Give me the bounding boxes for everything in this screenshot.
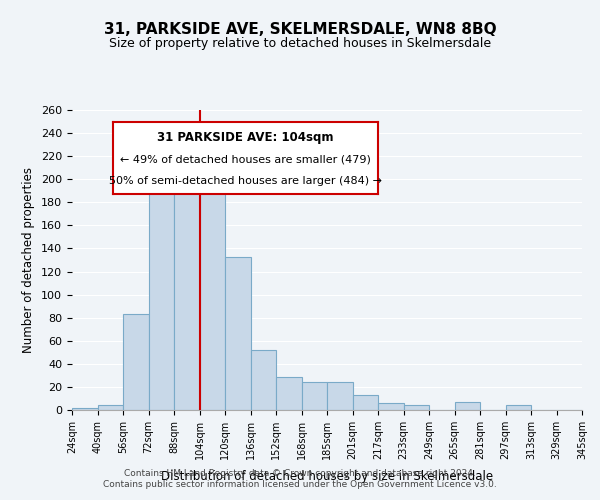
- Bar: [174, 162, 199, 410]
- Bar: [378, 403, 404, 410]
- Text: 31 PARKSIDE AVE: 104sqm: 31 PARKSIDE AVE: 104sqm: [157, 132, 334, 144]
- Bar: [455, 402, 480, 410]
- Bar: [149, 191, 174, 410]
- Y-axis label: Number of detached properties: Number of detached properties: [22, 167, 35, 353]
- Bar: [225, 256, 251, 410]
- Bar: [251, 350, 276, 410]
- Bar: [123, 314, 149, 410]
- Bar: [327, 382, 353, 410]
- X-axis label: Distribution of detached houses by size in Skelmersdale: Distribution of detached houses by size …: [161, 470, 493, 483]
- Bar: [404, 406, 429, 410]
- Text: 50% of semi-detached houses are larger (484) →: 50% of semi-detached houses are larger (…: [109, 176, 382, 186]
- Text: 31, PARKSIDE AVE, SKELMERSDALE, WN8 8BQ: 31, PARKSIDE AVE, SKELMERSDALE, WN8 8BQ: [104, 22, 496, 38]
- Bar: [199, 191, 225, 410]
- Bar: [72, 408, 97, 410]
- Bar: [353, 395, 378, 410]
- Text: Contains public sector information licensed under the Open Government Licence v3: Contains public sector information licen…: [103, 480, 497, 489]
- Text: ← 49% of detached houses are smaller (479): ← 49% of detached houses are smaller (47…: [120, 154, 371, 164]
- Text: Contains HM Land Registry data © Crown copyright and database right 2024.: Contains HM Land Registry data © Crown c…: [124, 468, 476, 477]
- Bar: [276, 376, 302, 410]
- Text: Size of property relative to detached houses in Skelmersdale: Size of property relative to detached ho…: [109, 38, 491, 51]
- Bar: [505, 406, 531, 410]
- Bar: [302, 382, 327, 410]
- Bar: [97, 406, 123, 410]
